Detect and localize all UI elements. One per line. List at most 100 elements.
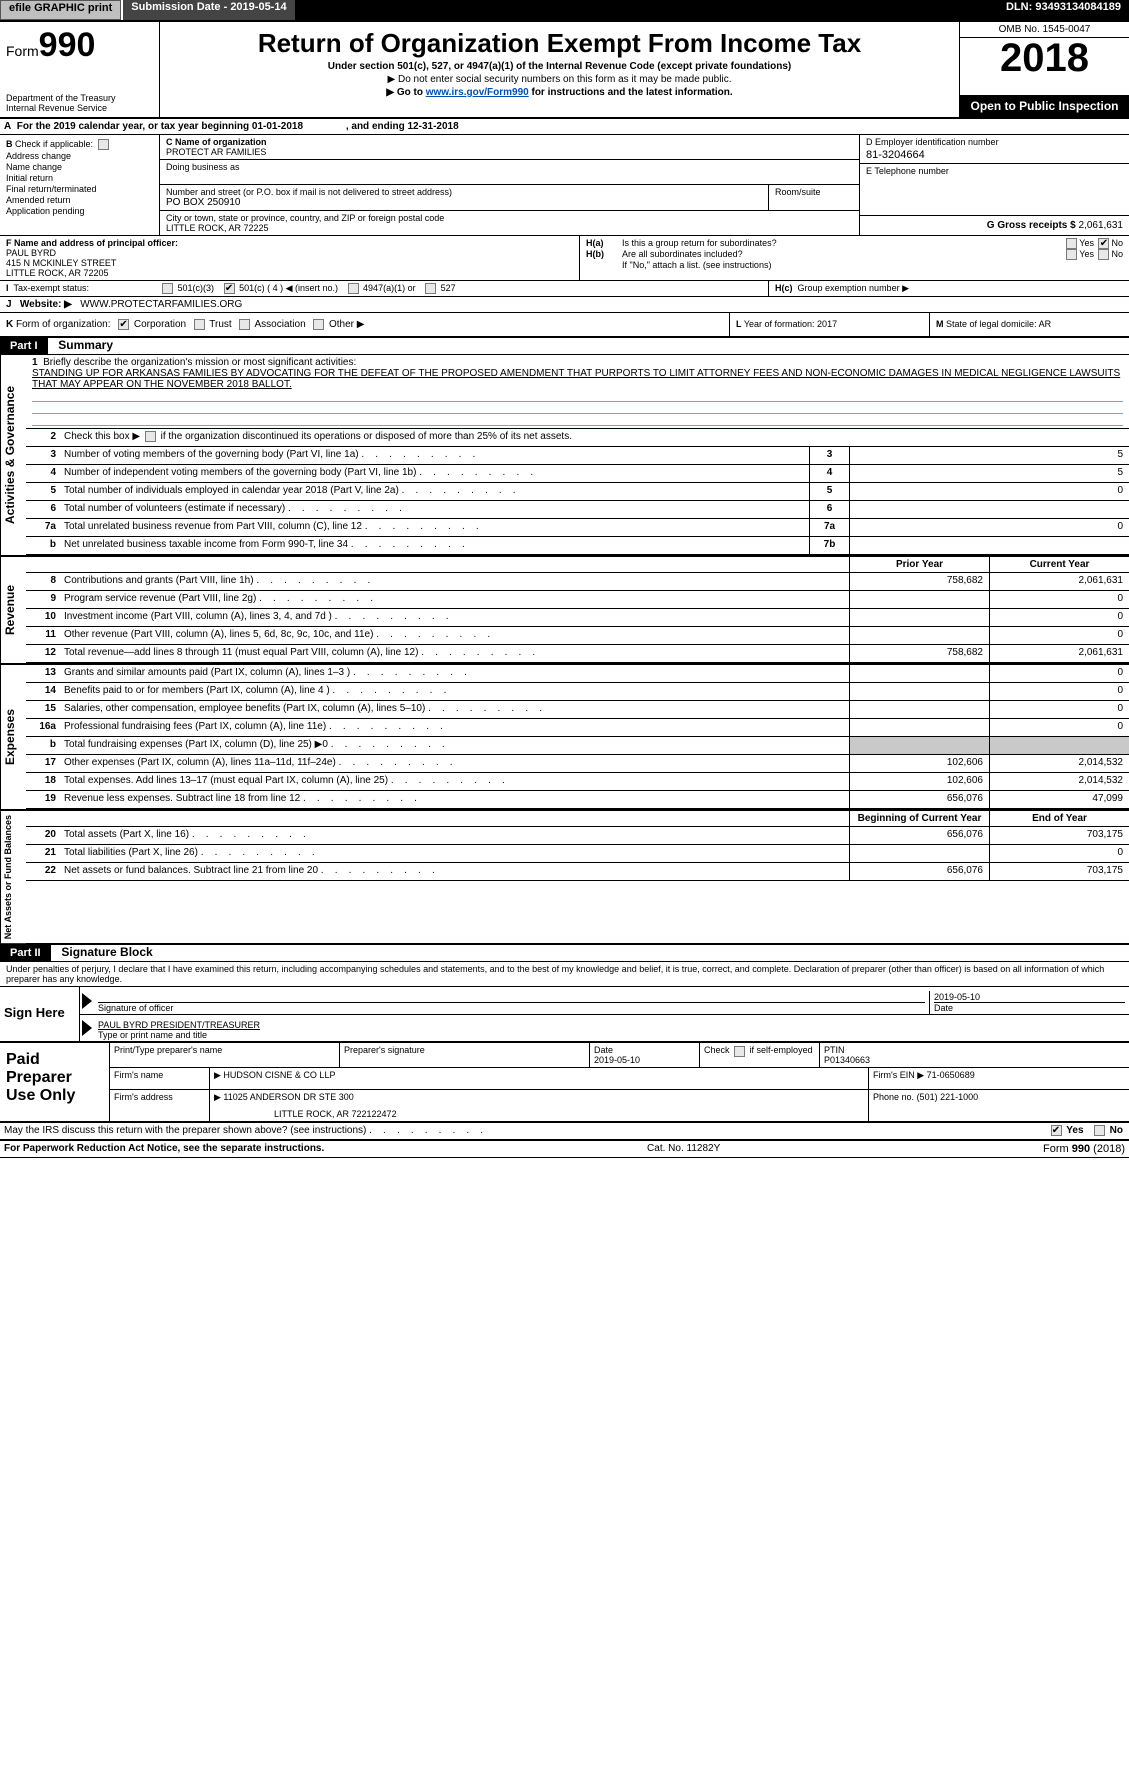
mission-text: STANDING UP FOR ARKANSAS FAMILIES BY ADV… xyxy=(32,368,1120,390)
hb-yesno: Yes No xyxy=(1064,249,1123,260)
data-line: 17Other expenses (Part IX, column (A), l… xyxy=(26,755,1129,773)
checkbox-checked-icon[interactable] xyxy=(1098,238,1109,249)
data-line: 13Grants and similar amounts paid (Part … xyxy=(26,665,1129,683)
side-label-expenses: Expenses xyxy=(0,665,26,809)
checkbox-icon[interactable] xyxy=(1094,1125,1105,1136)
header-sub3: ▶ Go to www.irs.gov/Form990 for instruct… xyxy=(168,87,951,98)
check-name: Name change xyxy=(6,162,153,172)
checkbox-icon[interactable] xyxy=(194,319,205,330)
ruled-line xyxy=(32,414,1123,426)
ruled-line xyxy=(32,390,1123,402)
name-title-row: PAUL BYRD PRESIDENT/TREASURER Type or pr… xyxy=(80,1015,1129,1041)
declaration: Under penalties of perjury, I declare th… xyxy=(0,962,1129,987)
korg-row: K Form of organization: Corporation Trus… xyxy=(0,313,1129,338)
street: PO BOX 250910 xyxy=(166,197,762,208)
header-left: Form990 Department of the Treasury Inter… xyxy=(0,22,160,117)
header-sub2: ▶ Do not enter social security numbers o… xyxy=(168,74,951,85)
street-row: Number and street (or P.O. box if mail i… xyxy=(160,185,859,211)
paid-preparer-label: Paid Preparer Use Only xyxy=(0,1043,110,1121)
open-to-public: Open to Public Inspection xyxy=(960,95,1129,117)
data-line: 20Total assets (Part X, line 16)656,0767… xyxy=(26,827,1129,845)
summary-line: 5Total number of individuals employed in… xyxy=(26,483,1129,501)
check-pending: Application pending xyxy=(6,206,153,216)
form-990-page: efile GRAPHIC print Submission Date - 20… xyxy=(0,0,1129,1158)
summary-line: 7aTotal unrelated business revenue from … xyxy=(26,519,1129,537)
sign-here-label: Sign Here xyxy=(0,987,80,1041)
h-section: H(a) Is this a group return for subordin… xyxy=(580,236,1129,280)
irs-link[interactable]: www.irs.gov/Form990 xyxy=(426,87,529,98)
topbar-spacer xyxy=(295,0,998,20)
form-title: Return of Organization Exempt From Incom… xyxy=(168,28,951,59)
signature-row: Signature of officer 2019-05-10 Date xyxy=(80,987,1129,1015)
ein-cell: D Employer identification number 81-3204… xyxy=(860,135,1129,164)
line-1: 1 Briefly describe the organization's mi… xyxy=(26,355,1129,429)
part2-header: Part II Signature Block xyxy=(0,945,1129,962)
efile-button[interactable]: efile GRAPHIC print xyxy=(0,0,121,20)
arrow-icon xyxy=(80,987,94,1014)
data-line: bTotal fundraising expenses (Part IX, co… xyxy=(26,737,1129,755)
form-header: Form990 Department of the Treasury Inter… xyxy=(0,20,1129,119)
ein: 81-3204664 xyxy=(866,149,1123,161)
ha-yesno: Yes No xyxy=(1064,238,1123,249)
arrow-icon xyxy=(80,1015,94,1041)
tax-status-row: I Tax-exempt status: 501(c)(3) 501(c) ( … xyxy=(0,281,769,296)
tax-year: 2018 xyxy=(960,38,1129,78)
checkbox-icon[interactable] xyxy=(145,431,156,442)
col-header-begin-end: Beginning of Current Year End of Year xyxy=(26,811,1129,827)
checkbox-checked-icon[interactable] xyxy=(1051,1125,1062,1136)
dept-treasury: Department of the Treasury Internal Reve… xyxy=(6,93,153,113)
data-line: 18Total expenses. Add lines 13–17 (must … xyxy=(26,773,1129,791)
checkbox-icon[interactable] xyxy=(98,139,109,150)
check-final: Final return/terminated xyxy=(6,184,153,194)
checkbox-checked-icon[interactable] xyxy=(118,319,129,330)
block-bcd: B Check if applicable: Address change Na… xyxy=(0,135,1129,236)
form-prefix: Form xyxy=(6,43,39,59)
summary-line: 4Number of independent voting members of… xyxy=(26,465,1129,483)
data-line: 16aProfessional fundraising fees (Part I… xyxy=(26,719,1129,737)
net-assets-section: Net Assets or Fund Balances Beginning of… xyxy=(0,811,1129,945)
submission-date: Submission Date - 2019-05-14 xyxy=(123,0,294,20)
hc-row: H(c) Group exemption number ▶ xyxy=(769,281,1129,296)
page-footer: For Paperwork Reduction Act Notice, see … xyxy=(0,1141,1129,1158)
officer-name: PAUL BYRD PRESIDENT/TREASURER xyxy=(98,1020,1125,1030)
dln: DLN: 93493134084189 xyxy=(998,0,1129,20)
checkbox-icon[interactable] xyxy=(162,283,173,294)
preparer-row-1: Print/Type preparer's name Preparer's si… xyxy=(110,1043,1129,1068)
checkbox-icon[interactable] xyxy=(425,283,436,294)
phone-cell: E Telephone number xyxy=(860,164,1129,216)
form-number: Form990 xyxy=(6,26,153,65)
header-center: Return of Organization Exempt From Incom… xyxy=(160,22,959,117)
checkbox-icon[interactable] xyxy=(1066,249,1077,260)
data-line: 14Benefits paid to or for members (Part … xyxy=(26,683,1129,701)
principal-officer: F Name and address of principal officer:… xyxy=(0,236,580,280)
checkbox-icon[interactable] xyxy=(734,1046,745,1057)
top-bar: efile GRAPHIC print Submission Date - 20… xyxy=(0,0,1129,20)
data-line: 22Net assets or fund balances. Subtract … xyxy=(26,863,1129,881)
side-label-governance: Activities & Governance xyxy=(0,355,26,555)
row-a: A For the 2019 calendar year, or tax yea… xyxy=(0,119,1129,135)
check-initial: Initial return xyxy=(6,173,153,183)
expenses-section: Expenses 13Grants and similar amounts pa… xyxy=(0,665,1129,811)
checkbox-icon[interactable] xyxy=(313,319,324,330)
paid-preparer-block: Paid Preparer Use Only Print/Type prepar… xyxy=(0,1043,1129,1123)
checkbox-icon[interactable] xyxy=(1066,238,1077,249)
data-line: 19Revenue less expenses. Subtract line 1… xyxy=(26,791,1129,809)
checkbox-checked-icon[interactable] xyxy=(224,283,235,294)
data-line: 9Program service revenue (Part VIII, lin… xyxy=(26,591,1129,609)
summary-line: 6Total number of volunteers (estimate if… xyxy=(26,501,1129,519)
side-label-netassets: Net Assets or Fund Balances xyxy=(0,811,26,943)
city: LITTLE ROCK, AR 72225 xyxy=(166,223,853,233)
data-line: 11Other revenue (Part VIII, column (A), … xyxy=(26,627,1129,645)
summary-line: bNet unrelated business taxable income f… xyxy=(26,537,1129,555)
part1-header: Part I Summary xyxy=(0,338,1129,355)
checkbox-icon[interactable] xyxy=(1098,249,1109,260)
checkbox-icon[interactable] xyxy=(348,283,359,294)
ruled-line xyxy=(32,402,1123,414)
check-amended: Amended return xyxy=(6,195,153,205)
gross-receipts: G Gross receipts $ 2,061,631 xyxy=(860,216,1129,235)
revenue-section: Revenue Prior Year Current Year 8Contrib… xyxy=(0,557,1129,665)
principal-h-row: F Name and address of principal officer:… xyxy=(0,236,1129,281)
sign-here-block: Sign Here Signature of officer 2019-05-1… xyxy=(0,987,1129,1043)
org-name: PROTECT AR FAMILIES xyxy=(166,147,853,157)
checkbox-icon[interactable] xyxy=(239,319,250,330)
